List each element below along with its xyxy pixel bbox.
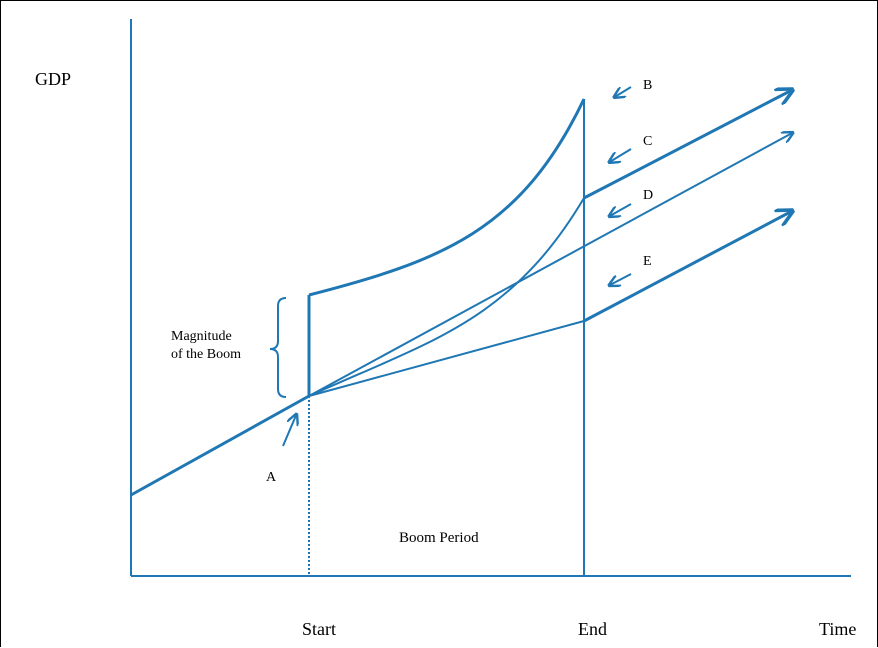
label-d: D	[643, 188, 653, 203]
path-d-line	[308, 132, 794, 397]
path-b-curve	[308, 98, 586, 297]
label-b: B	[643, 78, 652, 93]
pre-boom-trend-line	[130, 394, 310, 497]
start-tick-label: Start	[302, 619, 336, 639]
arrow-c	[608, 148, 632, 163]
path-e-continuation	[583, 210, 794, 323]
magnitude-label-line2: of the Boom	[171, 347, 241, 362]
path-c-continuation	[583, 89, 794, 200]
magnitude-label-line1: Magnitude	[171, 329, 232, 344]
arrow-a	[282, 413, 297, 447]
y-axis-label: GDP	[35, 69, 71, 89]
path-e-flat	[308, 320, 585, 397]
label-c: C	[643, 134, 652, 149]
magnitude-bracket	[269, 297, 287, 398]
end-tick-label: End	[578, 619, 607, 639]
path-c-curve	[308, 197, 585, 397]
arrow-d	[608, 203, 632, 217]
arrow-b	[613, 86, 632, 98]
label-a: A	[266, 470, 277, 485]
x-axis-label: Time	[819, 619, 856, 639]
label-e: E	[643, 254, 652, 269]
arrow-e	[608, 273, 632, 286]
boom-period-label: Boom Period	[399, 530, 479, 546]
